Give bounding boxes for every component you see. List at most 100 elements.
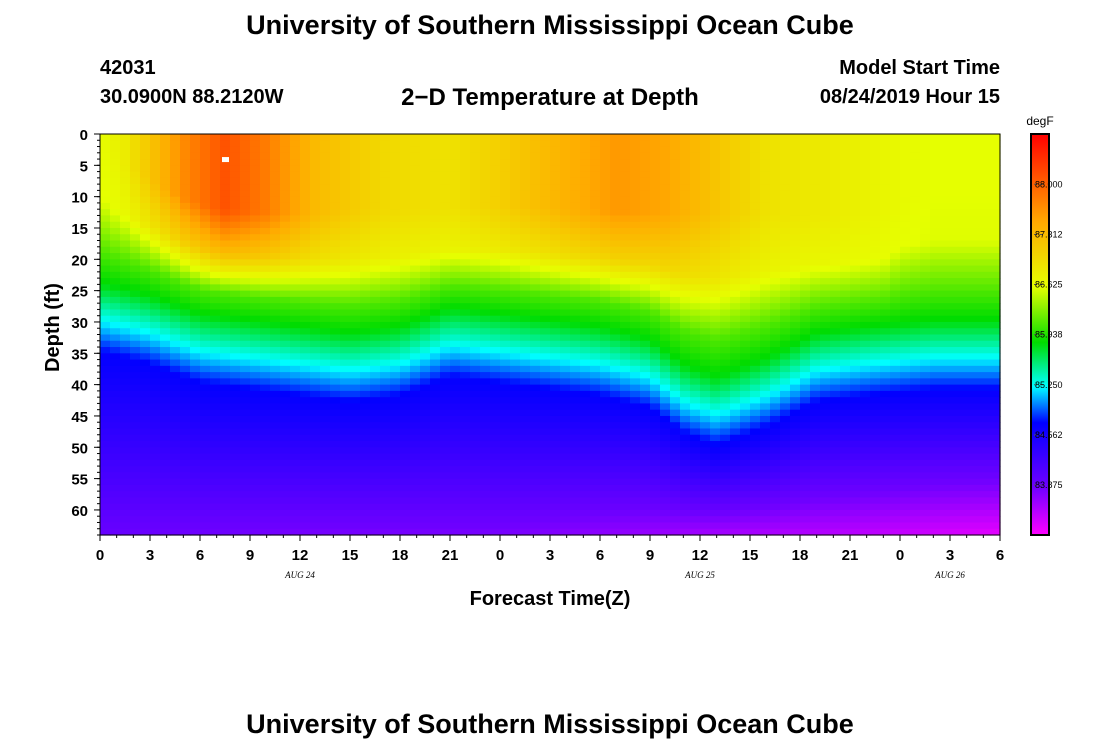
heatmap-cell	[510, 209, 521, 217]
heatmap-cell	[500, 240, 511, 248]
heatmap-cell	[690, 422, 701, 430]
heatmap-cell	[350, 491, 361, 499]
heatmap-cell	[820, 140, 831, 148]
heatmap-cell	[710, 202, 721, 210]
heatmap-cell	[510, 290, 521, 298]
heatmap-cell	[760, 434, 771, 442]
heatmap-cell	[750, 459, 761, 467]
heatmap-cell	[560, 202, 571, 210]
heatmap-cell	[480, 415, 491, 423]
heatmap-cell	[820, 403, 831, 411]
heatmap-cell	[740, 221, 751, 229]
heatmap-cell	[760, 290, 771, 298]
heatmap-cell	[240, 459, 251, 467]
heatmap-cell	[740, 340, 751, 348]
heatmap-cell	[470, 434, 481, 442]
heatmap-cell	[740, 409, 751, 417]
heatmap-cell	[810, 152, 821, 160]
heatmap-cell	[230, 265, 241, 273]
heatmap-cell	[620, 328, 631, 336]
heatmap-cell	[740, 403, 751, 411]
heatmap-cell	[690, 271, 701, 279]
heatmap-cell	[470, 334, 481, 342]
heatmap-cell	[800, 290, 811, 298]
heatmap-cell	[430, 466, 441, 473]
heatmap-cell	[540, 190, 551, 198]
heatmap-cell	[220, 447, 231, 455]
heatmap-cell	[240, 497, 251, 505]
heatmap-cell	[280, 202, 291, 210]
heatmap-cell	[760, 390, 771, 398]
heatmap-cell	[130, 347, 141, 354]
heatmap-cell	[200, 134, 211, 141]
heatmap-cell	[400, 491, 411, 499]
heatmap-cell	[100, 359, 111, 367]
heatmap-cell	[850, 390, 861, 398]
heatmap-cell	[770, 171, 781, 179]
heatmap-cell	[280, 190, 291, 198]
heatmap-cell	[260, 472, 271, 480]
heatmap-cell	[480, 378, 491, 386]
heatmap-cell	[220, 221, 231, 229]
heatmap-cell	[830, 516, 841, 524]
heatmap-cell	[590, 209, 601, 217]
heatmap-cell	[180, 202, 191, 210]
heatmap-cell	[520, 309, 531, 317]
heatmap-cell	[540, 140, 551, 148]
heatmap-cell	[660, 321, 671, 329]
heatmap-cell	[370, 253, 381, 260]
heatmap-cell	[200, 459, 211, 467]
heatmap-cell	[710, 516, 721, 524]
heatmap-cell	[180, 466, 191, 473]
heatmap-cell	[520, 347, 531, 354]
heatmap-cell	[520, 447, 531, 455]
heatmap-cell	[240, 516, 251, 524]
heatmap-cell	[840, 259, 851, 267]
heatmap-cell	[470, 359, 481, 367]
heatmap-cell	[280, 177, 291, 185]
heatmap-cell	[440, 259, 451, 267]
heatmap-cell	[300, 478, 311, 486]
heatmap-cell	[110, 447, 121, 455]
heatmap-cell	[680, 259, 691, 267]
heatmap-cell	[600, 309, 611, 317]
heatmap-cell	[300, 209, 311, 217]
heatmap-cell	[380, 509, 391, 517]
heatmap-cell	[600, 190, 611, 198]
heatmap-cell	[830, 372, 841, 379]
heatmap-cell	[490, 315, 501, 323]
heatmap-cell	[840, 340, 851, 348]
heatmap-cell	[640, 378, 651, 386]
heatmap-cell	[460, 359, 471, 367]
heatmap-cell	[360, 309, 371, 317]
heatmap-cell	[160, 227, 171, 235]
heatmap-cell	[800, 478, 811, 486]
heatmap-cell	[370, 428, 381, 436]
heatmap-cell	[170, 134, 181, 141]
heatmap-cell	[340, 466, 351, 473]
heatmap-cell	[610, 240, 621, 248]
heatmap-cell	[260, 359, 271, 367]
heatmap-cell	[630, 359, 641, 367]
heatmap-cell	[490, 403, 501, 411]
heatmap-cell	[610, 466, 621, 473]
heatmap-cell	[790, 365, 801, 373]
heatmap-cell	[680, 340, 691, 348]
heatmap-cell	[740, 334, 751, 342]
station-id: 42031	[100, 57, 156, 79]
heatmap-cell	[760, 403, 771, 411]
heatmap-cell	[600, 497, 611, 505]
heatmap-cell	[290, 397, 301, 405]
heatmap-cell	[200, 259, 211, 267]
heatmap-cell	[700, 134, 711, 141]
heatmap-cell	[500, 171, 511, 179]
heatmap-cell	[350, 184, 361, 191]
heatmap-cell	[590, 415, 601, 423]
heatmap-cell	[850, 359, 861, 367]
heatmap-cell	[480, 284, 491, 292]
heatmap-cell	[550, 177, 561, 185]
heatmap-cell	[380, 184, 391, 191]
heatmap-cell	[500, 447, 511, 455]
heatmap-cell	[570, 315, 581, 323]
heatmap-cell	[390, 309, 401, 317]
